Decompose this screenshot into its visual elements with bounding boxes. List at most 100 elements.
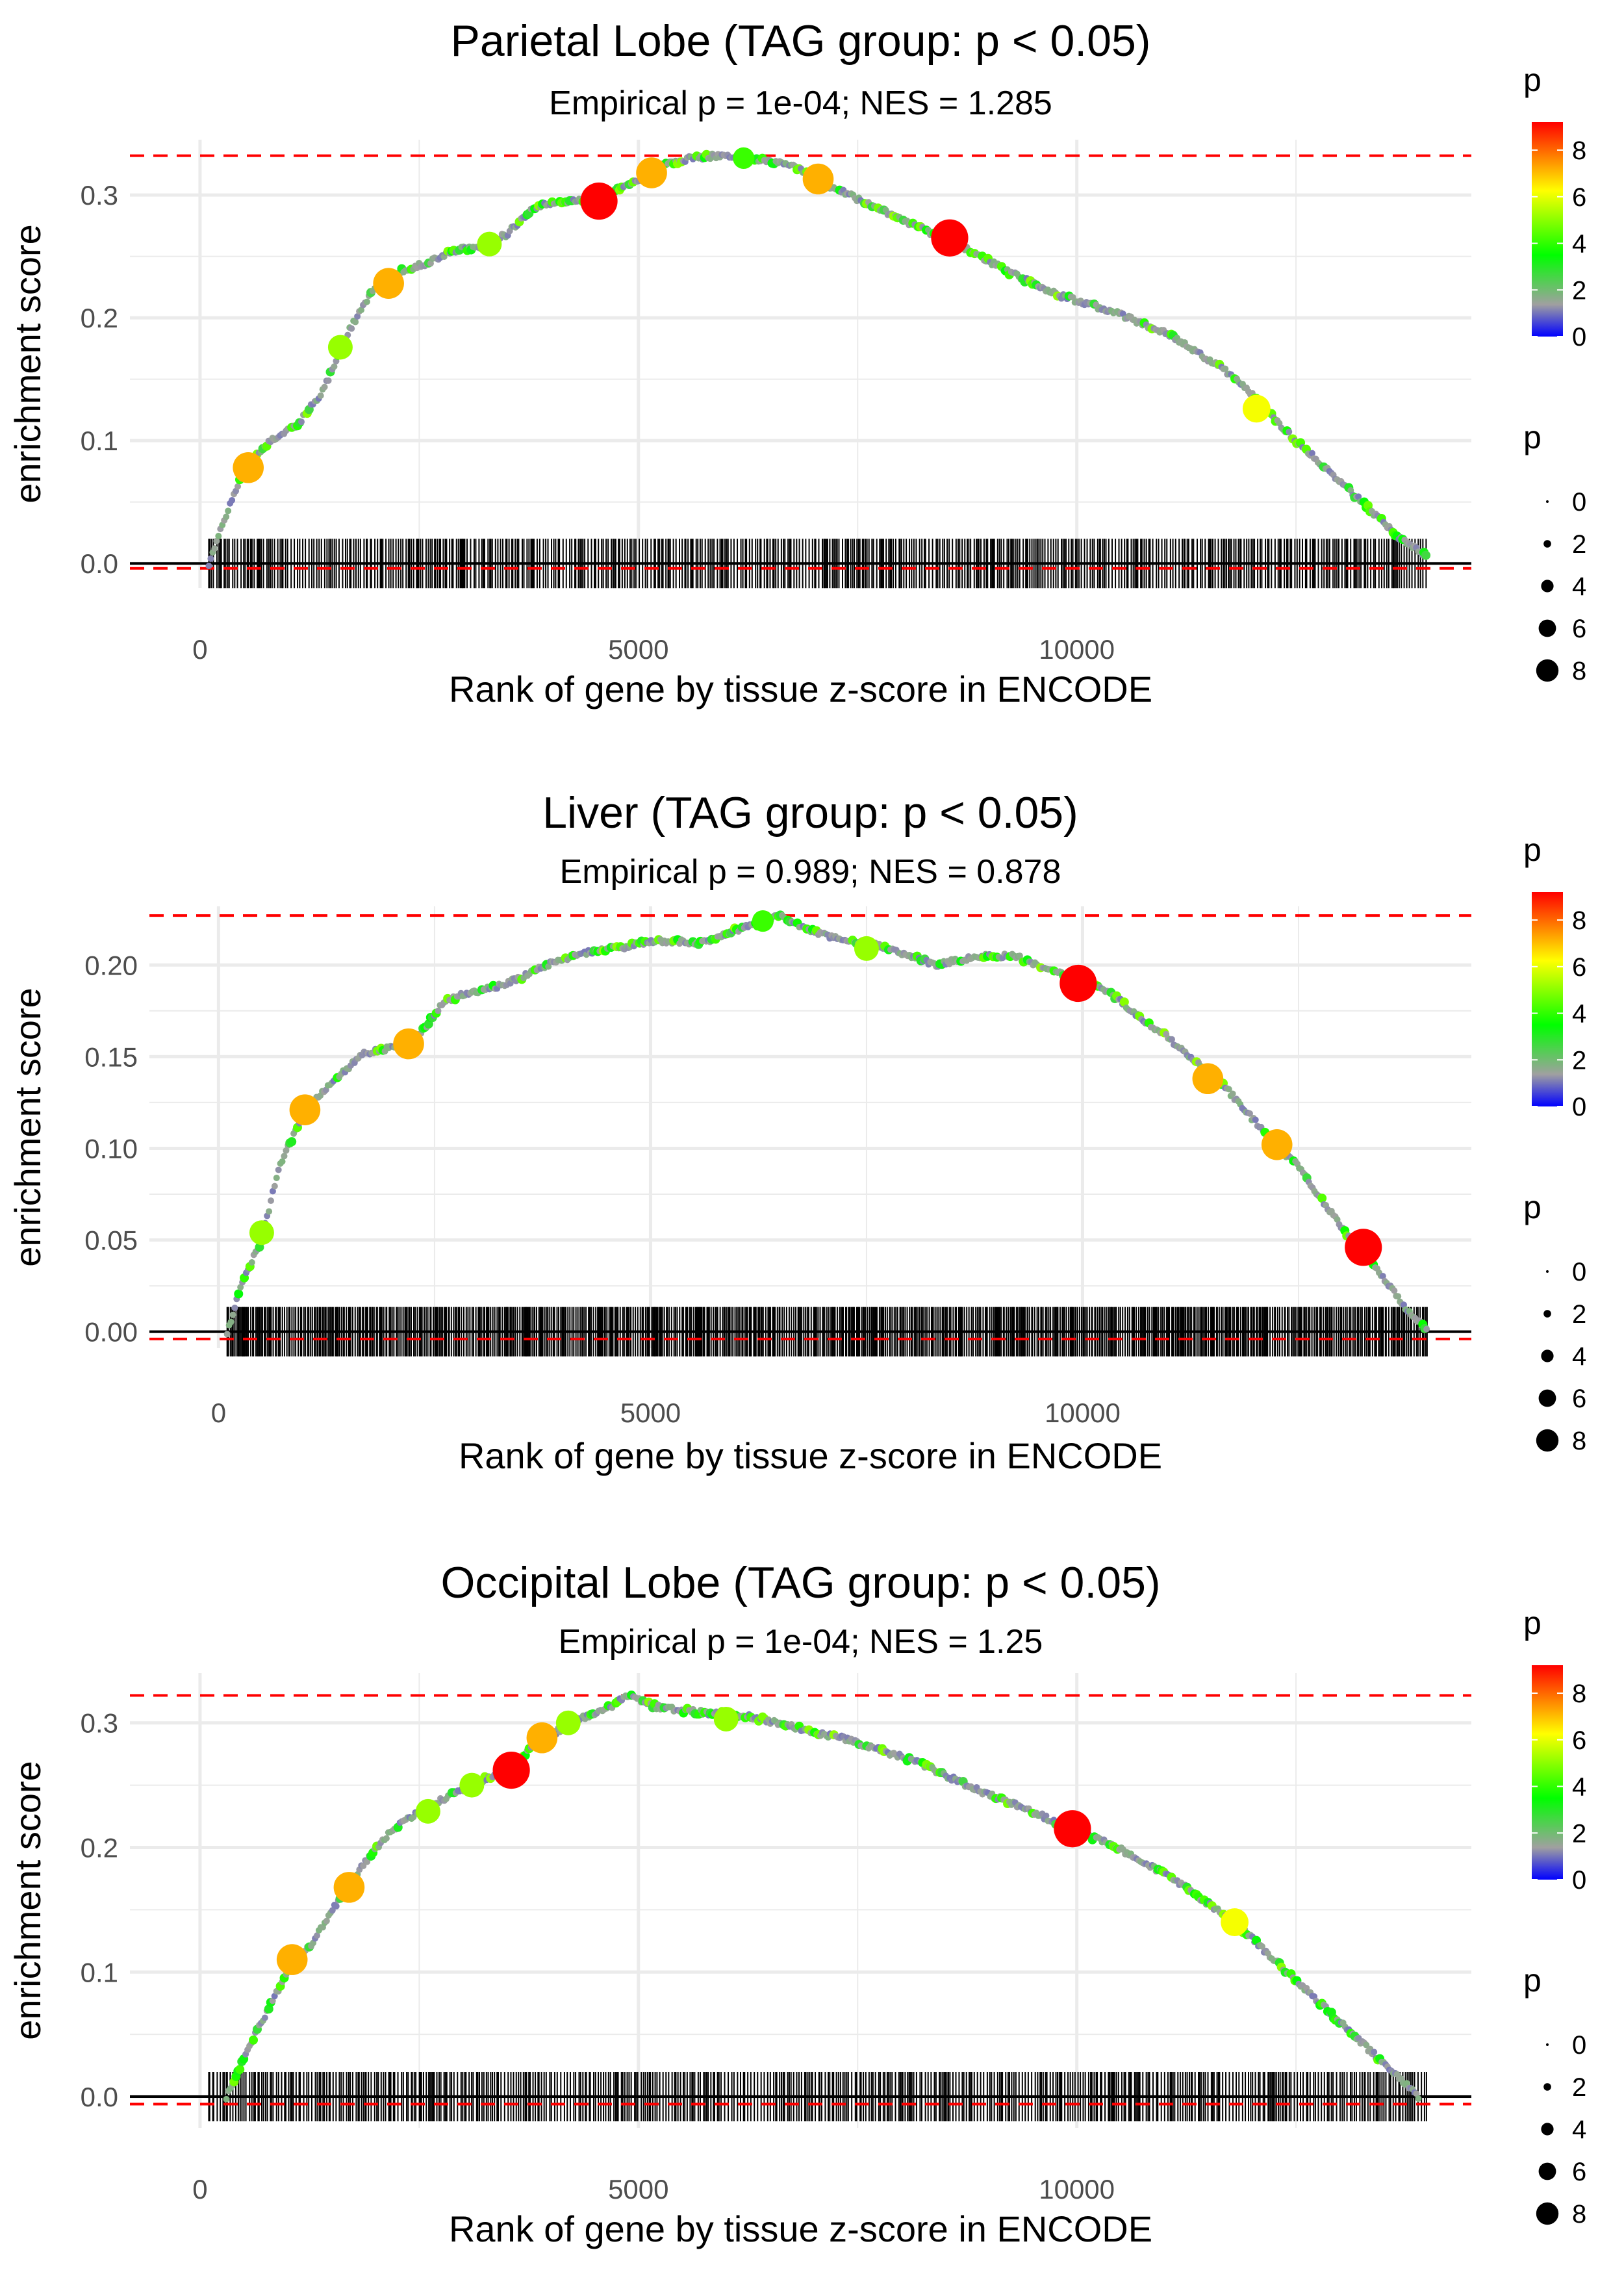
curve-point [1246, 1110, 1253, 1117]
curve-point [317, 392, 324, 399]
highlight-point [1242, 394, 1271, 423]
chart-subtitle: Empirical p = 1e-04; NES = 1.285 [549, 84, 1052, 122]
curve-point [360, 1862, 367, 1869]
chart-panel-3: Occipital Lobe (TAG group: p < 0.05) Empi… [7, 1558, 1586, 2249]
color-legend-label: 6 [1572, 953, 1586, 982]
curve-point [279, 1158, 286, 1165]
size-legend-label: 4 [1572, 572, 1586, 601]
highlight-point [802, 163, 834, 195]
size-legend-label: 2 [1572, 1300, 1586, 1329]
curve-point [234, 1289, 244, 1299]
y-tick-label: 0.10 [84, 1133, 138, 1164]
curve-point [1423, 1325, 1430, 1333]
curve-point [229, 496, 236, 504]
color-legend-title: p [1523, 1605, 1542, 1641]
chart-panel-2: Liver (TAG group: p < 0.05) Empirical p =… [7, 788, 1586, 1476]
highlight-points [249, 910, 1382, 1266]
curve-point [227, 1318, 235, 1325]
curve-point [314, 1932, 321, 1939]
size-legend-dot [1543, 1310, 1551, 1318]
curve-point [268, 1197, 275, 1205]
curve-point [269, 1188, 276, 1195]
highlight-point [752, 910, 774, 932]
highlight-point [289, 1094, 321, 1125]
highlight-point [526, 1722, 558, 1754]
chart-subtitle: Empirical p = 0.989; NES = 0.878 [560, 853, 1061, 891]
curve-point [363, 298, 370, 305]
curve-point [354, 313, 361, 320]
size-legend: p 0 2 4 6 8 [1523, 1962, 1586, 2229]
y-tick-label: 0.0 [81, 2082, 118, 2112]
curve-point [281, 1153, 288, 1160]
curve-point [1421, 550, 1431, 560]
curve-point [229, 1311, 236, 1318]
curve-point [249, 2035, 259, 2045]
curve-point [1119, 997, 1129, 1007]
size-legend-dot [1538, 619, 1556, 637]
color-legend-label: 8 [1572, 1680, 1586, 1708]
x-tick-label: 10000 [1039, 2174, 1115, 2204]
highlight-point [1054, 1810, 1091, 1848]
color-legend-label: 4 [1572, 230, 1586, 259]
highlight-point [1192, 1063, 1224, 1095]
highlight-point [1059, 964, 1097, 1003]
curve-point [435, 1007, 442, 1014]
x-tick-label: 5000 [608, 2174, 668, 2204]
size-legend-label: 2 [1572, 530, 1586, 559]
size-legend-dot [1546, 500, 1549, 503]
size-legend-title: p [1523, 1189, 1542, 1225]
size-legend: p 0 2 4 6 8 [1523, 1189, 1586, 1455]
x-tick-label: 0 [211, 1398, 226, 1428]
color-legend-title: p [1523, 832, 1542, 868]
color-legend-label: 8 [1572, 906, 1586, 935]
color-legend-label: 2 [1572, 1046, 1586, 1075]
highlight-point [555, 1710, 581, 1735]
highlight-point [415, 1798, 440, 1824]
curve-point [235, 2065, 245, 2075]
y-tick-label: 0.15 [84, 1041, 138, 1072]
curve-point [1225, 1086, 1232, 1093]
y-tick-label: 0.3 [81, 180, 118, 211]
gridlines [130, 140, 1471, 588]
size-legend-label: 8 [1572, 1427, 1586, 1455]
color-bar [1532, 122, 1563, 337]
curve-point [364, 1858, 371, 1865]
highlight-point [636, 157, 667, 188]
size-legend-label: 0 [1572, 1258, 1586, 1286]
curve-point [331, 363, 338, 370]
curve-point [358, 307, 365, 314]
curve-point [298, 418, 305, 426]
curve-point [1043, 1812, 1050, 1819]
highlight-point [477, 231, 502, 257]
y-tick-label: 0.20 [84, 950, 138, 980]
chart-title: Occipital Lobe (TAG group: p < 0.05) [440, 1558, 1160, 1607]
gridlines [130, 1673, 1471, 2128]
highlight-point [1345, 1229, 1382, 1266]
chart-title: Liver (TAG group: p < 0.05) [542, 788, 1078, 837]
curve-point [231, 1304, 238, 1311]
color-bar [1532, 1665, 1563, 1880]
highlight-point [233, 452, 264, 483]
curve-point [1258, 1943, 1265, 1950]
size-legend-label: 0 [1572, 2031, 1586, 2060]
curve-point [207, 555, 214, 562]
color-legend-title: p [1523, 62, 1542, 98]
x-axis-label: Rank of gene by tissue z-score in ENCODE [459, 1435, 1162, 1476]
size-legend-label: 8 [1572, 657, 1586, 685]
x-axis-label: Rank of gene by tissue z-score in ENCODE [449, 2208, 1152, 2249]
curve-point [273, 1174, 280, 1181]
size-legend-dot [1541, 580, 1554, 593]
curve-point [1222, 365, 1229, 372]
curve-point [287, 1137, 297, 1147]
curve-point [323, 1917, 330, 1924]
highlight-point [327, 335, 353, 360]
curve-point [211, 545, 218, 552]
size-legend-dot [1543, 540, 1551, 548]
curve-point [215, 533, 222, 540]
color-legend-label: 8 [1572, 136, 1586, 165]
size-legend-label: 6 [1572, 2158, 1586, 2186]
enrichment-curve [223, 1691, 1422, 2102]
curve-point [1415, 2095, 1422, 2102]
y-tick-label: 0.2 [81, 303, 118, 333]
curve-point [248, 1259, 255, 1266]
